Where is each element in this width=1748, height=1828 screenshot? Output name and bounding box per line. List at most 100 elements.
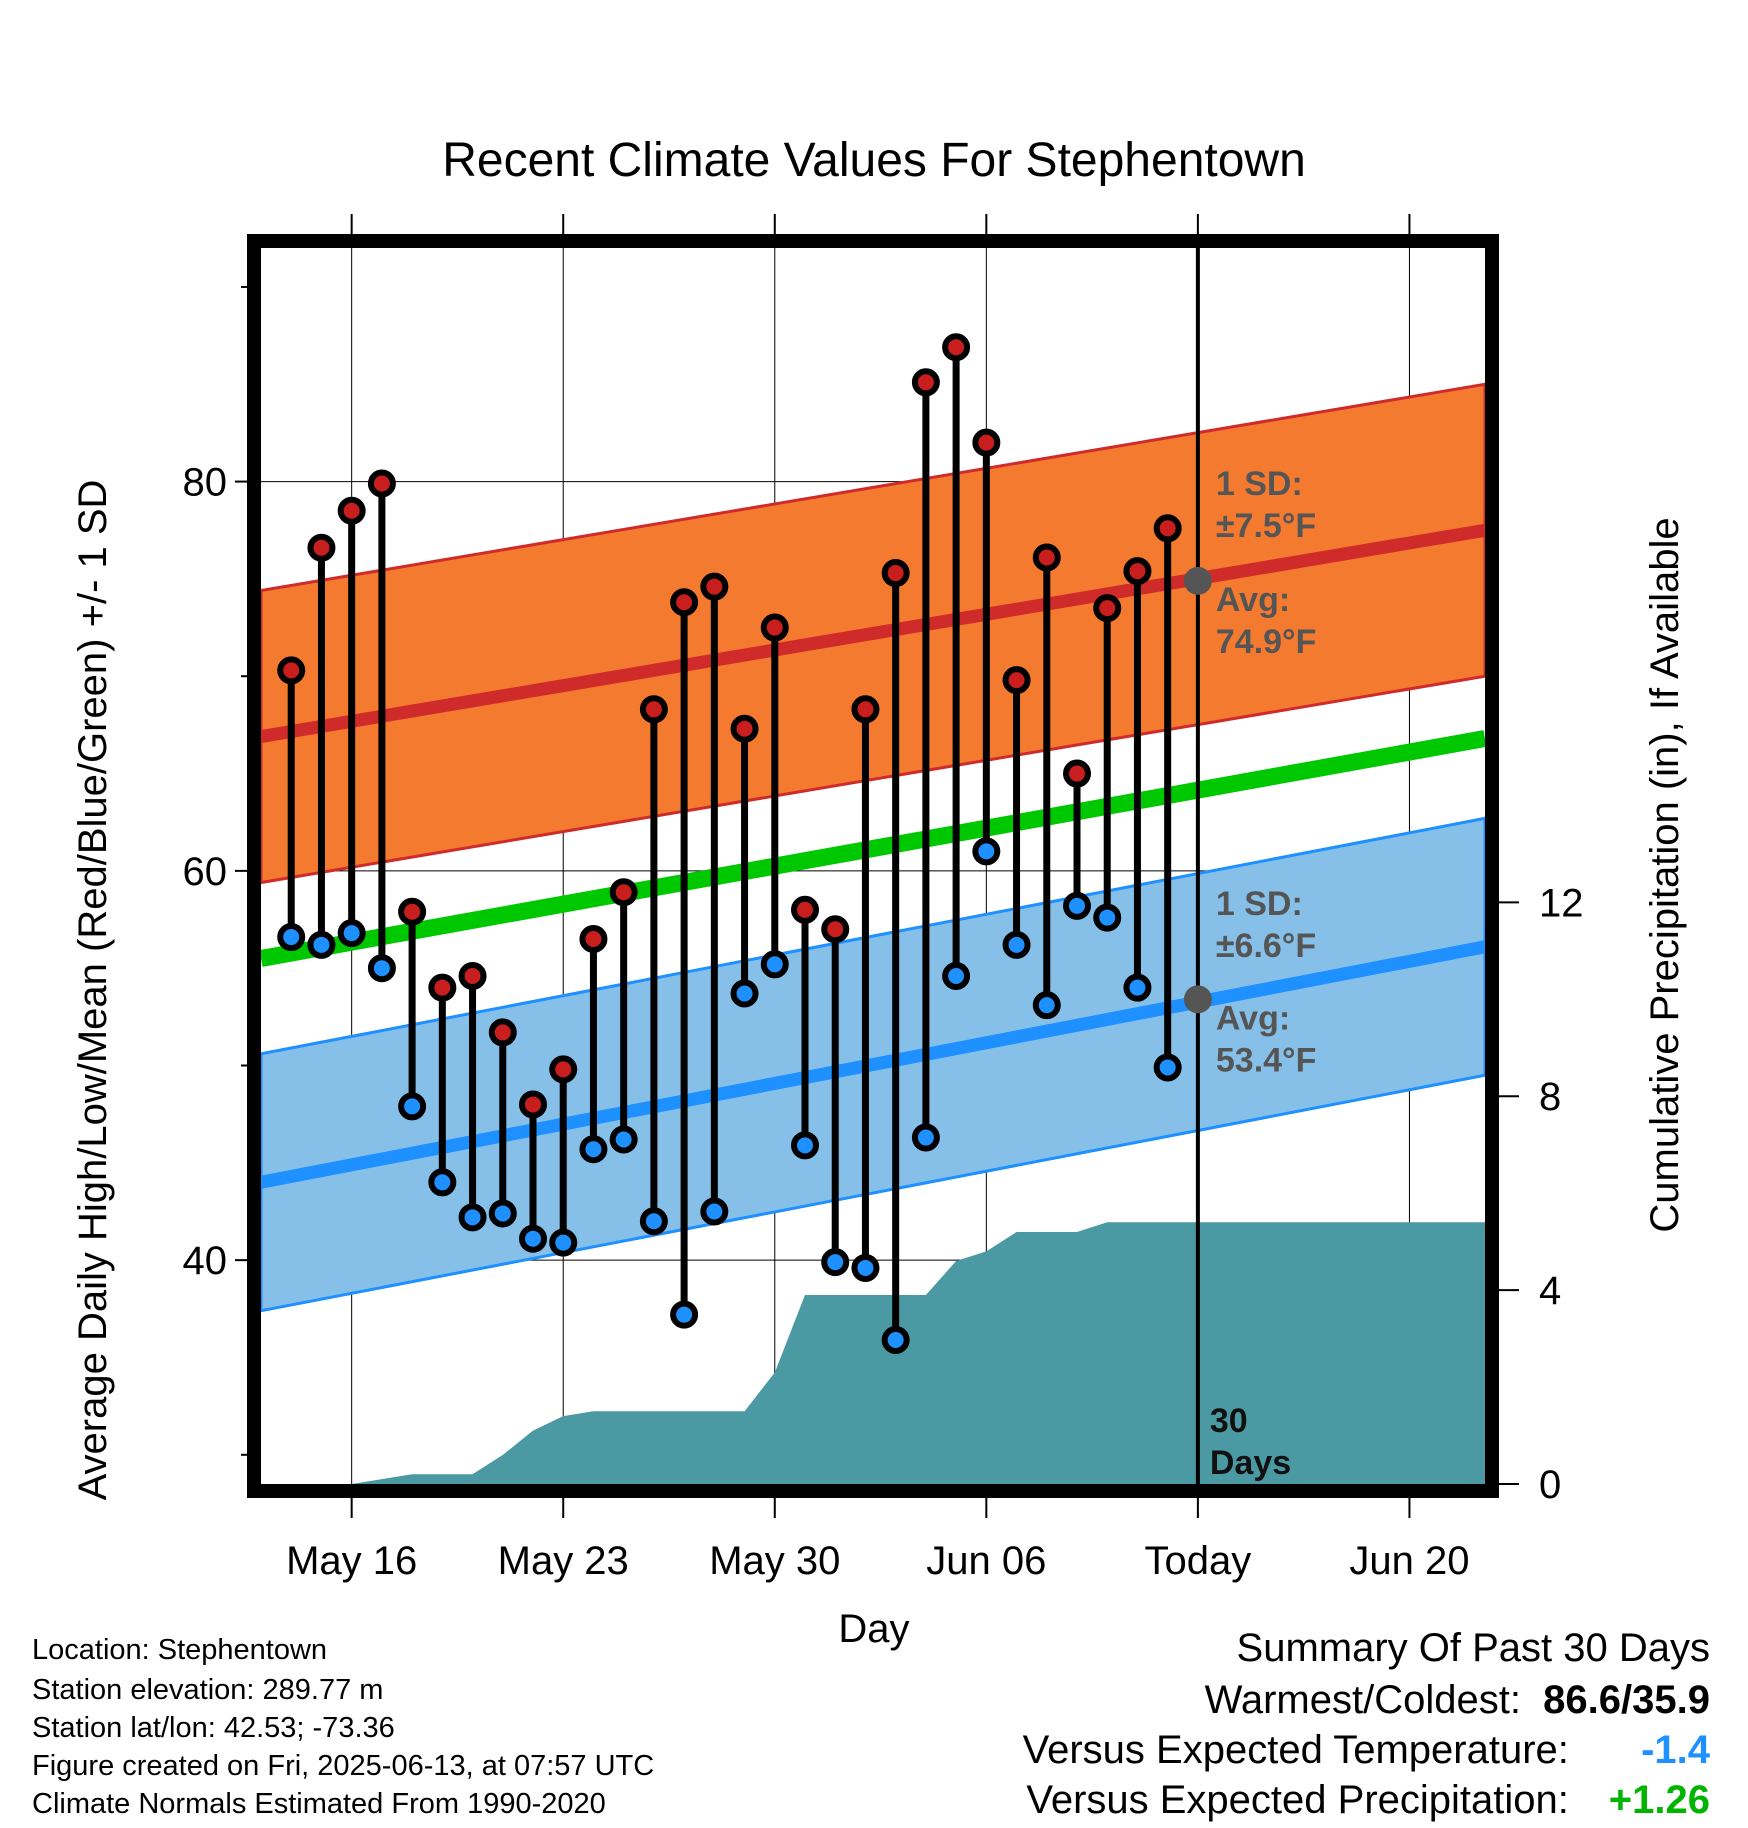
low-point [1093, 903, 1122, 932]
high-point [277, 656, 306, 685]
footer-elevation: Station elevation: 289.77 m [32, 1674, 384, 1706]
high-point [549, 1055, 578, 1084]
summary-temp-label: Versus Expected Temperature: [1022, 1728, 1569, 1772]
high-point [1123, 557, 1152, 586]
high-point [700, 572, 729, 601]
low-point [911, 1123, 940, 1152]
low-point [307, 930, 336, 959]
y-axis-right-label: Cumulative Precipitation (in), If Availa… [1643, 517, 1687, 1232]
low-point [730, 979, 759, 1008]
y-right-tick-label: 4 [1539, 1269, 1561, 1313]
high-avg-value: 74.9°F [1216, 623, 1317, 661]
low-point [851, 1253, 880, 1282]
footer-latlon: Station lat/lon: 42.53; -73.36 [32, 1712, 395, 1744]
low-point [609, 1125, 638, 1154]
high-point [488, 1018, 517, 1047]
low-point [1123, 973, 1152, 1002]
low-avg-line [261, 940, 1485, 1189]
x-axis-label: Day [838, 1607, 909, 1651]
high-point [1002, 666, 1031, 695]
summary-warmest-label: Warmest/Coldest: [1204, 1678, 1521, 1722]
high-point [579, 924, 608, 953]
high-point [851, 695, 880, 724]
today-days-label-2: Days [1210, 1444, 1291, 1482]
high-point [821, 915, 850, 944]
y-axis-left-label: Average Daily High/Low/Mean (Red/Blue/Gr… [71, 480, 115, 1501]
summary-warmest-row: Warmest/Coldest: 86.6/35.9 [1205, 1678, 1710, 1723]
high-point [639, 695, 668, 724]
high-point [911, 368, 940, 397]
high-point [398, 897, 427, 926]
low-point [1002, 930, 1031, 959]
low-point [488, 1199, 517, 1228]
high-avg-line [261, 523, 1485, 743]
low-point [760, 950, 789, 979]
low-point [821, 1248, 850, 1277]
y-right-tick-label: 8 [1539, 1075, 1561, 1119]
high-point [609, 878, 638, 907]
low-avg-label: Avg: [1216, 999, 1290, 1037]
x-tick-label: May 16 [286, 1539, 417, 1583]
summary-temp-row: Versus Expected Temperature: -1.4 [1023, 1728, 1710, 1773]
footer-location: Location: Stephentown [32, 1634, 328, 1666]
low-point [1032, 991, 1061, 1020]
high-avg-label: Avg: [1216, 581, 1290, 619]
high-point [337, 496, 366, 525]
high-point [670, 588, 699, 617]
high-point [1093, 594, 1122, 623]
low-point [428, 1168, 457, 1197]
low-point [367, 954, 396, 983]
low-point [700, 1197, 729, 1226]
summary-precip-row: Versus Expected Precipitation: +1.26 [1026, 1778, 1710, 1823]
low-sd-value: ±6.6°F [1216, 927, 1316, 965]
high-point [519, 1090, 547, 1119]
low-point [639, 1207, 668, 1236]
low-sd-label: 1 SD: [1216, 885, 1303, 923]
low-point [579, 1135, 608, 1164]
low-point [791, 1131, 819, 1160]
x-tick-label: May 23 [498, 1539, 629, 1583]
x-tick-label: Jun 20 [1349, 1539, 1469, 1583]
low-point [1063, 891, 1091, 920]
high-point [1153, 514, 1182, 543]
high-point [428, 973, 457, 1002]
low-point [519, 1224, 547, 1253]
low-point [277, 923, 306, 952]
precip-area [351, 1222, 1485, 1484]
low-point [549, 1228, 578, 1257]
high-point [972, 428, 1001, 457]
low-point [942, 961, 971, 990]
high-point [1063, 759, 1091, 788]
low-point [881, 1325, 910, 1354]
y-left-tick-label: 60 [183, 850, 228, 894]
high-point [1032, 543, 1061, 572]
footer-normals: Climate Normals Estimated From 1990-2020 [32, 1788, 606, 1820]
y-right-tick-label: 12 [1539, 881, 1584, 925]
low-point [1153, 1053, 1182, 1082]
high-point [367, 469, 396, 498]
summary-title: Summary Of Past 30 Days [1236, 1626, 1710, 1670]
low-point [398, 1092, 427, 1121]
high-point [791, 895, 819, 924]
high-point [307, 533, 336, 562]
high-sd-value: ±7.5°F [1216, 507, 1316, 545]
plot-frame [247, 234, 1499, 1498]
y-left-tick-label: 80 [183, 461, 228, 505]
y-right-tick-label: 0 [1539, 1463, 1561, 1507]
x-tick-label: Today [1145, 1539, 1252, 1583]
high-point [730, 714, 759, 743]
summary-temp-value: -1.4 [1641, 1728, 1710, 1772]
low-point [670, 1300, 699, 1329]
summary-warmest-value: 86.6/35.9 [1543, 1678, 1710, 1722]
mean-line [261, 730, 1485, 967]
high-avg-today-point [1183, 566, 1212, 595]
high-sd-label: 1 SD: [1216, 465, 1303, 503]
summary-precip-value: +1.26 [1608, 1778, 1710, 1822]
summary-precip-label: Versus Expected Precipitation: [1026, 1778, 1569, 1822]
low-point [972, 837, 1001, 866]
x-tick-label: Jun 06 [926, 1539, 1046, 1583]
today-days-label: 30 [1210, 1402, 1248, 1440]
chart-title: Recent Climate Values For Stephentown [442, 134, 1306, 187]
y-left-tick-label: 40 [183, 1239, 228, 1283]
